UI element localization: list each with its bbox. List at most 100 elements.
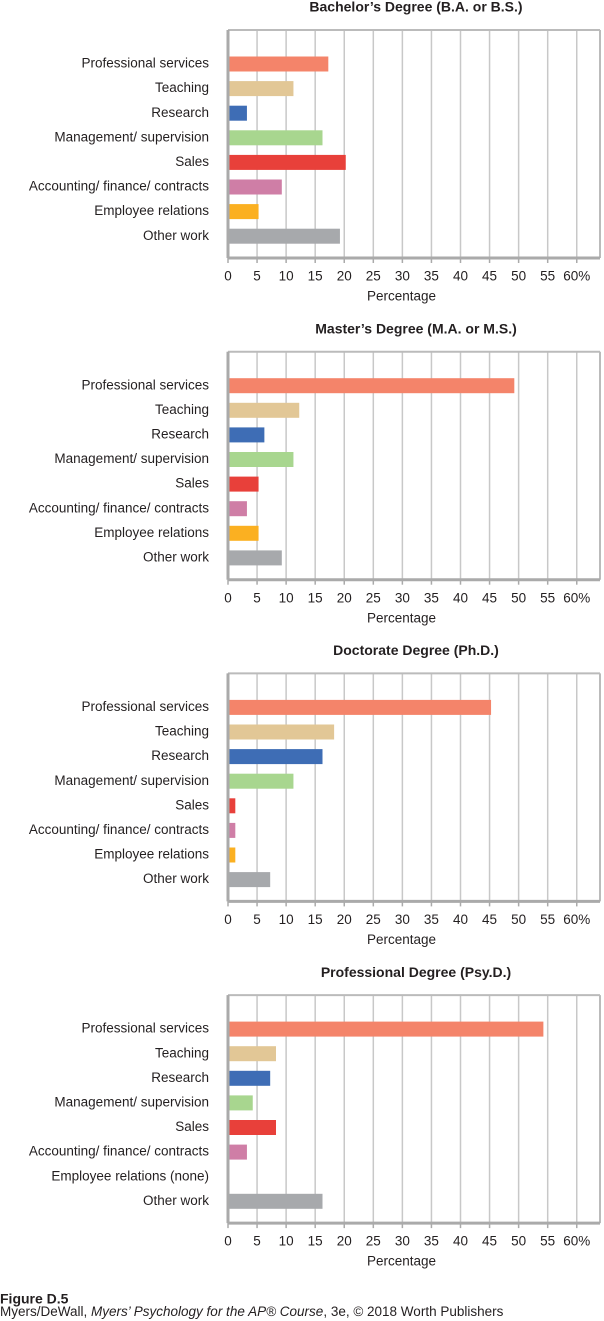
x-tick-label: 40 (453, 1234, 468, 1249)
y-tick-label: Sales (175, 154, 209, 169)
figure-credit: Myers/DeWall, Myers’ Psychology for the … (0, 1304, 504, 1319)
x-tick-label: 50 (511, 1234, 526, 1249)
credit-text: Myers/DeWall, (0, 1304, 91, 1319)
y-tick-label: Research (151, 748, 209, 763)
x-tick-label: 25 (366, 912, 381, 927)
x-tick-label: 10 (279, 1234, 294, 1249)
x-tick-label: 15 (308, 912, 323, 927)
bar (229, 847, 236, 863)
x-tick-label: 5 (253, 1234, 261, 1249)
x-axis-label: Percentage (367, 932, 436, 947)
x-tick-label: 55 (540, 912, 555, 927)
x-tick-label: 20 (337, 269, 352, 284)
chart-title: Master’s Degree (M.A. or M.S.) (315, 320, 517, 336)
y-tick-label: Teaching (155, 1045, 209, 1060)
x-tick-label: 35 (424, 590, 439, 605)
x-tick-label: 30 (395, 590, 410, 605)
x-tick-label: 25 (366, 1234, 381, 1249)
x-axis-label: Percentage (367, 289, 436, 304)
chart-title: Bachelor’s Degree (B.A. or B.S.) (309, 0, 522, 15)
bar (229, 872, 271, 888)
x-tick-label: 15 (308, 269, 323, 284)
bar (229, 105, 247, 121)
y-tick-label: Accounting/ finance/ contracts (29, 500, 209, 515)
x-tick-label: 0 (224, 1234, 232, 1249)
bar (229, 228, 340, 244)
x-tick-label: 15 (308, 1234, 323, 1249)
x-tick-label: 45 (482, 590, 497, 605)
x-tick-label: 5 (253, 912, 261, 927)
x-tick-label: 20 (337, 1234, 352, 1249)
x-tick-label: 45 (482, 1234, 497, 1249)
y-tick-label: Professional services (81, 56, 209, 71)
x-tick-label: 50 (511, 590, 526, 605)
x-tick-label: 45 (482, 269, 497, 284)
x-tick-label: 5 (253, 269, 261, 284)
y-tick-label: Accounting/ finance/ contracts (29, 1144, 209, 1159)
y-tick-label: Research (151, 426, 209, 441)
y-tick-label: Management/ supervision (54, 129, 209, 144)
x-tick-label: 35 (424, 1234, 439, 1249)
figure-label: Figure D.5 (0, 1291, 69, 1307)
bar (229, 798, 236, 814)
chart-title: Professional Degree (Psy.D.) (321, 964, 511, 980)
bar (229, 501, 247, 517)
y-tick-label: Sales (175, 476, 209, 491)
x-tick-label: 20 (337, 912, 352, 927)
x-tick-label: 10 (279, 590, 294, 605)
x-tick-label: 25 (366, 590, 381, 605)
bar (229, 1046, 276, 1062)
y-tick-label: Other work (143, 228, 209, 243)
bar (229, 1120, 276, 1135)
y-tick-label: Other work (143, 871, 209, 886)
y-tick-label: Employee relations (none) (51, 1168, 209, 1183)
y-tick-label: Teaching (155, 402, 209, 417)
y-tick-label: Sales (175, 797, 209, 812)
x-tick-label: 30 (395, 1234, 410, 1249)
chart-title: Doctorate Degree (Ph.D.) (333, 642, 499, 658)
x-axis-label: Percentage (367, 1254, 436, 1269)
bar (229, 130, 323, 146)
bar (229, 179, 282, 195)
y-tick-label: Professional services (81, 1021, 209, 1036)
y-tick-label: Employee relations (94, 203, 209, 218)
x-tick-label: 55 (540, 1234, 555, 1249)
credit-title: Myers’ Psychology for the AP® Course (91, 1304, 323, 1319)
y-tick-label: Professional services (81, 377, 209, 392)
bar (229, 1193, 323, 1209)
x-tick-label: 60% (563, 590, 590, 605)
x-tick-label: 50 (511, 912, 526, 927)
y-tick-label: Research (151, 105, 209, 120)
y-tick-label: Other work (143, 549, 209, 564)
credit-text: , 3e, © 2018 Worth Publishers (323, 1304, 503, 1319)
y-tick-label: Accounting/ finance/ contracts (29, 179, 209, 194)
bar (229, 525, 259, 541)
y-tick-label: Sales (175, 1119, 209, 1134)
bar (229, 378, 515, 394)
y-tick-label: Other work (143, 1193, 209, 1208)
bar (229, 476, 259, 492)
y-tick-label: Teaching (155, 80, 209, 95)
x-tick-label: 40 (453, 912, 468, 927)
x-tick-label: 45 (482, 912, 497, 927)
x-tick-label: 25 (366, 269, 381, 284)
bar (229, 550, 282, 566)
x-tick-label: 10 (279, 912, 294, 927)
x-tick-label: 55 (540, 590, 555, 605)
bar (229, 773, 294, 789)
bar (229, 154, 346, 170)
x-tick-label: 30 (395, 269, 410, 284)
y-tick-label: Teaching (155, 724, 209, 739)
x-tick-label: 20 (337, 590, 352, 605)
x-tick-label: 30 (395, 912, 410, 927)
x-tick-label: 15 (308, 590, 323, 605)
bar (229, 452, 294, 467)
bar (229, 724, 335, 740)
x-tick-label: 40 (453, 590, 468, 605)
x-tick-label: 0 (224, 590, 232, 605)
y-tick-label: Employee relations (94, 847, 209, 862)
bar (229, 822, 236, 838)
bar (229, 56, 329, 72)
x-tick-label: 55 (540, 269, 555, 284)
